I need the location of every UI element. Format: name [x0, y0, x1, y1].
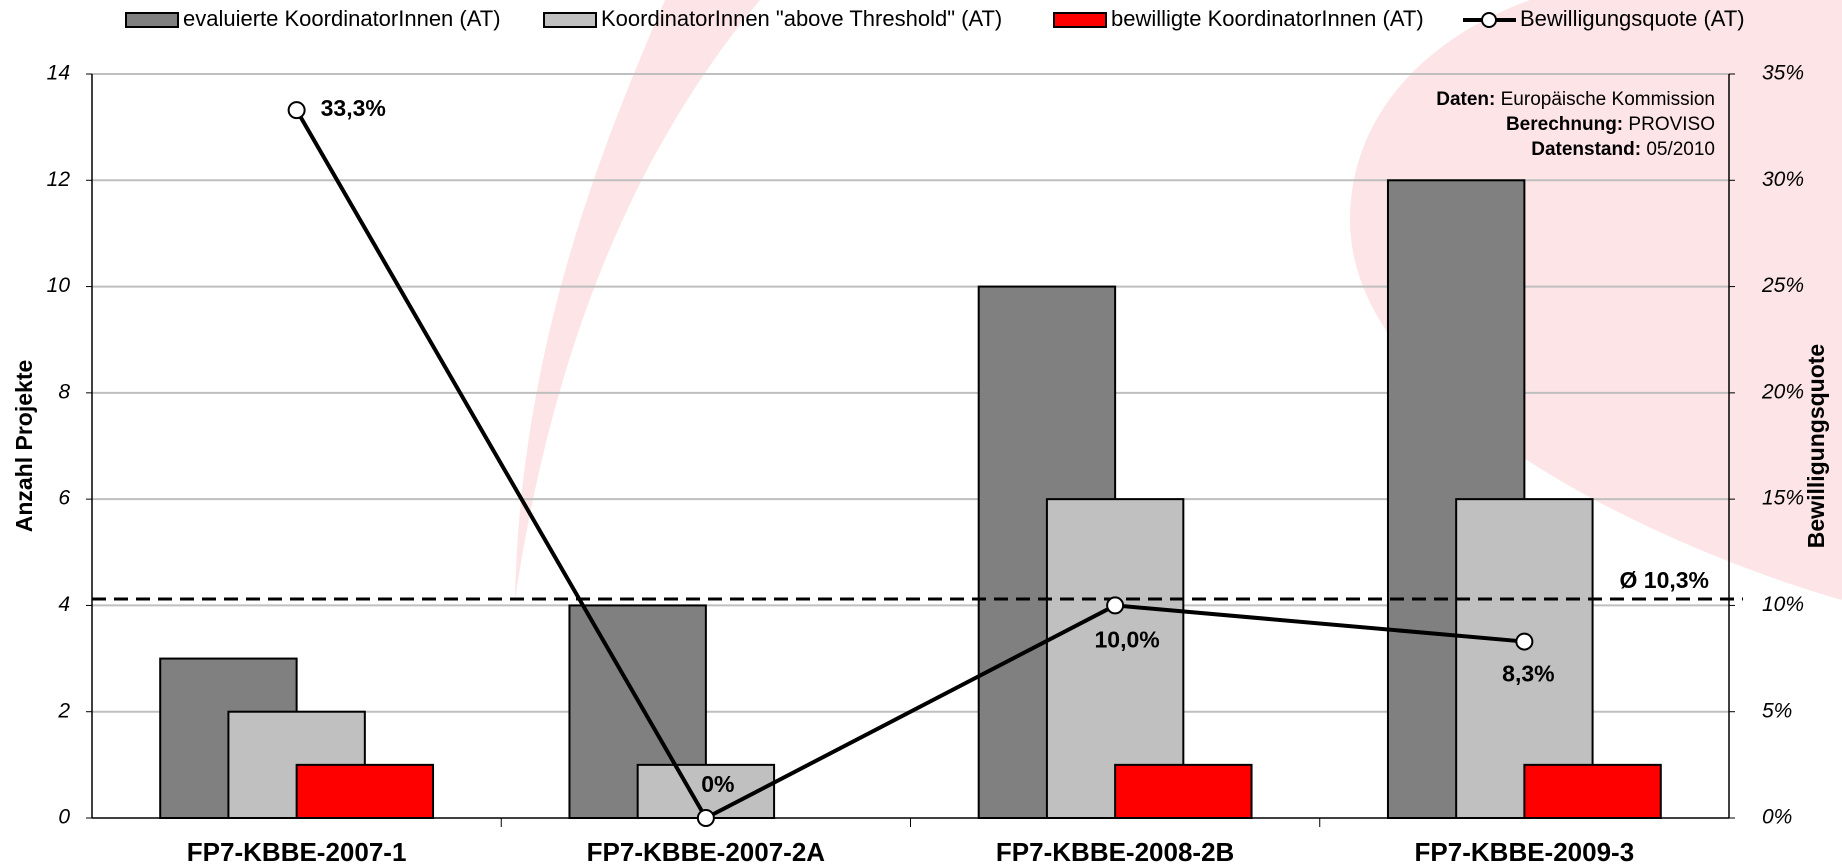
average-label: Ø 10,3% — [1620, 567, 1710, 593]
y2-tick-label: 30% — [1762, 168, 1804, 191]
x-tick-label: FP7-KBBE-2007-1 — [187, 837, 407, 867]
bar — [1523, 763, 1662, 819]
annotation-text: PROVISO — [1628, 114, 1715, 135]
data-label: 10,0% — [1095, 627, 1160, 653]
annotation: Berechnung: PROVISO — [1506, 114, 1715, 135]
annotation-label: Datenstand: — [1531, 139, 1641, 160]
y2-tick-label: 25% — [1761, 274, 1804, 297]
data-label: 33,3% — [321, 95, 386, 121]
y2-tick-label: 0% — [1762, 806, 1792, 829]
y-tick-label: 2 — [57, 699, 70, 722]
y-tick-label: 14 — [47, 62, 70, 85]
y-tick-label: 12 — [47, 168, 71, 191]
y-tick-label: 10 — [47, 274, 71, 297]
annotation-label: Daten: — [1436, 89, 1495, 110]
legend-swatch — [1053, 12, 1107, 28]
y2-tick-label: 15% — [1762, 487, 1804, 510]
y-tick-label: 6 — [58, 487, 70, 510]
y2-tick-label: 20% — [1761, 380, 1804, 403]
legend-label: bewilligte KoordinatorInnen (AT) — [1111, 6, 1424, 31]
background-decoration — [1350, 0, 1842, 600]
legend-swatch — [543, 12, 597, 28]
line-marker — [696, 809, 715, 827]
y-tick-label: 8 — [58, 380, 70, 403]
data-label: 8,3% — [1502, 661, 1554, 687]
x-tick-label: FP7-KBBE-2009-3 — [1415, 837, 1635, 867]
annotation: Daten: Europäische Kommission — [1436, 89, 1715, 110]
bar — [1114, 763, 1253, 819]
legend-label: KoordinatorInnen "above Threshold" (AT) — [601, 6, 1002, 31]
y2-axis-title: Bewilligungsquote — [1803, 344, 1829, 548]
line-marker — [1106, 596, 1125, 615]
x-tick-label: FP7-KBBE-2008-2B — [996, 837, 1234, 867]
x-tick-label: FP7-KBBE-2007-2A — [587, 837, 826, 867]
line-marker — [1515, 632, 1534, 651]
annotation-text: 05/2010 — [1646, 139, 1715, 160]
y2-tick-label: 10% — [1762, 593, 1804, 616]
annotation: Datenstand: 05/2010 — [1531, 139, 1715, 160]
line — [294, 109, 1525, 821]
legend-swatch — [1481, 12, 1497, 28]
annotation-label: Berechnung: — [1506, 114, 1623, 135]
y2-tick-label: 35% — [1762, 62, 1804, 85]
bar — [295, 763, 435, 819]
data-label: 0% — [701, 771, 734, 797]
background-decoration — [515, 0, 760, 600]
y-tick-label: 4 — [58, 593, 70, 616]
line-marker — [287, 101, 306, 120]
legend-label: Bewilligungsquote (AT) — [1520, 6, 1745, 31]
y2-tick-label: 5% — [1762, 699, 1792, 722]
y-axis-title: Anzahl Projekte — [11, 360, 37, 533]
legend-swatch — [125, 12, 179, 28]
y-tick-label: 0 — [58, 806, 70, 829]
annotation-text: Europäische Kommission — [1501, 89, 1715, 110]
legend-label: evaluierte KoordinatorInnen (AT) — [183, 6, 501, 31]
